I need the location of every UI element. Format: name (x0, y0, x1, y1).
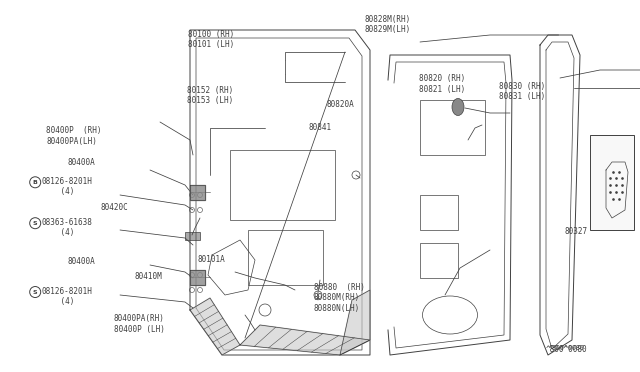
Bar (420, 195, 458, 230)
Text: 80400A: 80400A (67, 257, 95, 266)
Text: 08126-8201H
    (4): 08126-8201H (4) (42, 286, 93, 306)
Text: 80820 (RH)
80821 (LH): 80820 (RH) 80821 (LH) (419, 74, 465, 94)
Text: S: S (33, 221, 38, 226)
Text: ^800^0080: ^800^0080 (548, 345, 584, 351)
Text: ^800^0080: ^800^0080 (545, 345, 588, 354)
Text: 80400P  (RH)
80400PA(LH): 80400P (RH) 80400PA(LH) (46, 126, 102, 146)
Text: 80880  (RH)
80880M(RH)
80880N(LH): 80880 (RH) 80880M(RH) 80880N(LH) (314, 283, 364, 312)
Polygon shape (190, 298, 240, 355)
Text: 80101A: 80101A (197, 255, 225, 264)
Text: 80830 (RH)
80831 (LH): 80830 (RH) 80831 (LH) (499, 82, 545, 101)
Bar (590, 135, 634, 230)
Text: 80400A: 80400A (67, 158, 95, 167)
Bar (248, 230, 323, 285)
Text: B: B (33, 180, 38, 185)
Text: S: S (33, 289, 38, 295)
Ellipse shape (452, 99, 464, 115)
Text: 08126-8201H
    (4): 08126-8201H (4) (42, 177, 93, 196)
Text: 80400PA(RH)
80400P (LH): 80400PA(RH) 80400P (LH) (114, 314, 164, 334)
Text: 80100 (RH)
80101 (LH): 80100 (RH) 80101 (LH) (188, 30, 234, 49)
Bar (420, 243, 458, 278)
Polygon shape (340, 290, 370, 355)
Text: 80828M(RH)
80829M(LH): 80828M(RH) 80829M(LH) (365, 15, 411, 34)
Polygon shape (190, 270, 205, 285)
Polygon shape (190, 185, 205, 200)
Text: 80820A: 80820A (326, 100, 354, 109)
Text: 80152 (RH)
80153 (LH): 80152 (RH) 80153 (LH) (187, 86, 233, 105)
Text: 80420C: 80420C (100, 203, 128, 212)
Text: 80841: 80841 (308, 123, 332, 132)
Polygon shape (240, 325, 370, 355)
Bar (230, 150, 335, 220)
Bar (420, 100, 485, 155)
Text: 80327: 80327 (564, 227, 588, 236)
Text: 80410M: 80410M (134, 272, 162, 280)
Text: 08363-61638
    (4): 08363-61638 (4) (42, 218, 93, 237)
Bar (185, 232, 200, 240)
